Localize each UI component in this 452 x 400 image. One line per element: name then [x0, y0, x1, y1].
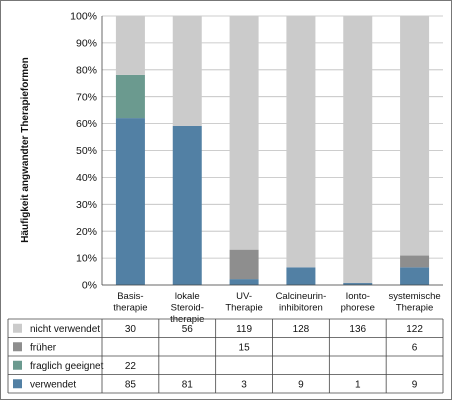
bar-segment-früher	[229, 249, 259, 280]
table-value: 1	[355, 379, 361, 390]
y-tick-label: 10%	[76, 253, 97, 265]
gridlines	[102, 15, 443, 286]
table-value: 6	[412, 342, 418, 353]
bar-segment-verwendet	[115, 118, 145, 285]
y-tick-label: 90%	[76, 38, 97, 50]
table-value: 56	[182, 324, 194, 335]
legend-label: nicht verwendet	[30, 324, 100, 335]
bar-segment-nicht-verwendet	[115, 16, 145, 75]
category-label: phorese	[341, 303, 375, 314]
bar-segment-verwendet	[172, 125, 202, 285]
table-value: 81	[182, 379, 194, 390]
legend-label: früher	[30, 342, 57, 353]
y-tick-label: 30%	[76, 199, 97, 211]
category-label: therapie	[170, 314, 204, 325]
y-tick-label: 50%	[76, 145, 97, 157]
table-value: 15	[239, 342, 251, 353]
legend-swatch	[13, 360, 22, 370]
y-tick-label: 60%	[76, 118, 97, 130]
legend-label: fraglich geeignet	[30, 361, 104, 372]
bar-segment-nicht-verwendet	[286, 16, 316, 268]
bar-segment-nicht-verwendet	[343, 16, 373, 284]
legend-swatch	[13, 342, 22, 352]
bar-segment-nicht-verwendet	[400, 16, 430, 256]
table-value: 30	[125, 324, 137, 335]
legend-swatch	[13, 323, 22, 333]
table-value: 9	[298, 379, 304, 390]
category-label: UV-	[236, 291, 252, 302]
bar-segment-verwendet	[229, 279, 259, 285]
bar-segment-verwendet	[286, 267, 316, 285]
bar-segment-verwendet	[400, 267, 430, 285]
bar-stacks	[115, 16, 430, 285]
category-label: Basis-	[117, 291, 143, 302]
category-label: Therapie	[225, 303, 263, 314]
table-value: 128	[293, 324, 310, 335]
table-value: 122	[406, 324, 423, 335]
y-tick-label: 0%	[82, 280, 97, 292]
y-axis: 0% 10% 20% 30% 40% 50% 60% 70% 80% 90% 100%	[70, 11, 443, 292]
y-tick-label: 20%	[76, 226, 97, 238]
legend-label: verwendet	[30, 379, 76, 390]
category-labels: Basis-therapielokaleSteroid-therapieUV-T…	[113, 291, 440, 325]
table-value: 22	[125, 361, 137, 372]
y-tick-label: 100%	[70, 11, 97, 23]
bar-segment-früher	[400, 255, 430, 268]
table-value: 9	[412, 379, 418, 390]
table-value: 85	[125, 379, 137, 390]
bar-segment-nicht-verwendet	[172, 16, 202, 126]
category-label: systemische	[388, 291, 440, 302]
table-value: 3	[241, 379, 247, 390]
category-label: lokale	[175, 291, 200, 302]
category-label: therapie	[113, 303, 147, 314]
category-label: Therapie	[396, 303, 434, 314]
bar-segment-nicht-verwendet	[229, 16, 259, 250]
bar-segment-fraglich-geeignet	[115, 74, 145, 119]
category-label: inhibitoren	[279, 303, 323, 314]
y-axis-label: Häufigkeit angwandter Therapieformen	[20, 57, 31, 243]
y-tick-label: 80%	[76, 64, 97, 76]
table-value: 119	[236, 324, 252, 335]
y-tick-label: 40%	[76, 172, 97, 184]
bar-segment-verwendet	[343, 283, 373, 285]
y-tick-label: 70%	[76, 91, 97, 103]
category-label: Ionto-	[346, 291, 370, 302]
category-label: Calcineurin-	[276, 291, 327, 302]
legend-swatch	[13, 379, 22, 389]
category-label: Steroid-	[171, 303, 204, 314]
table-value: 136	[349, 324, 366, 335]
